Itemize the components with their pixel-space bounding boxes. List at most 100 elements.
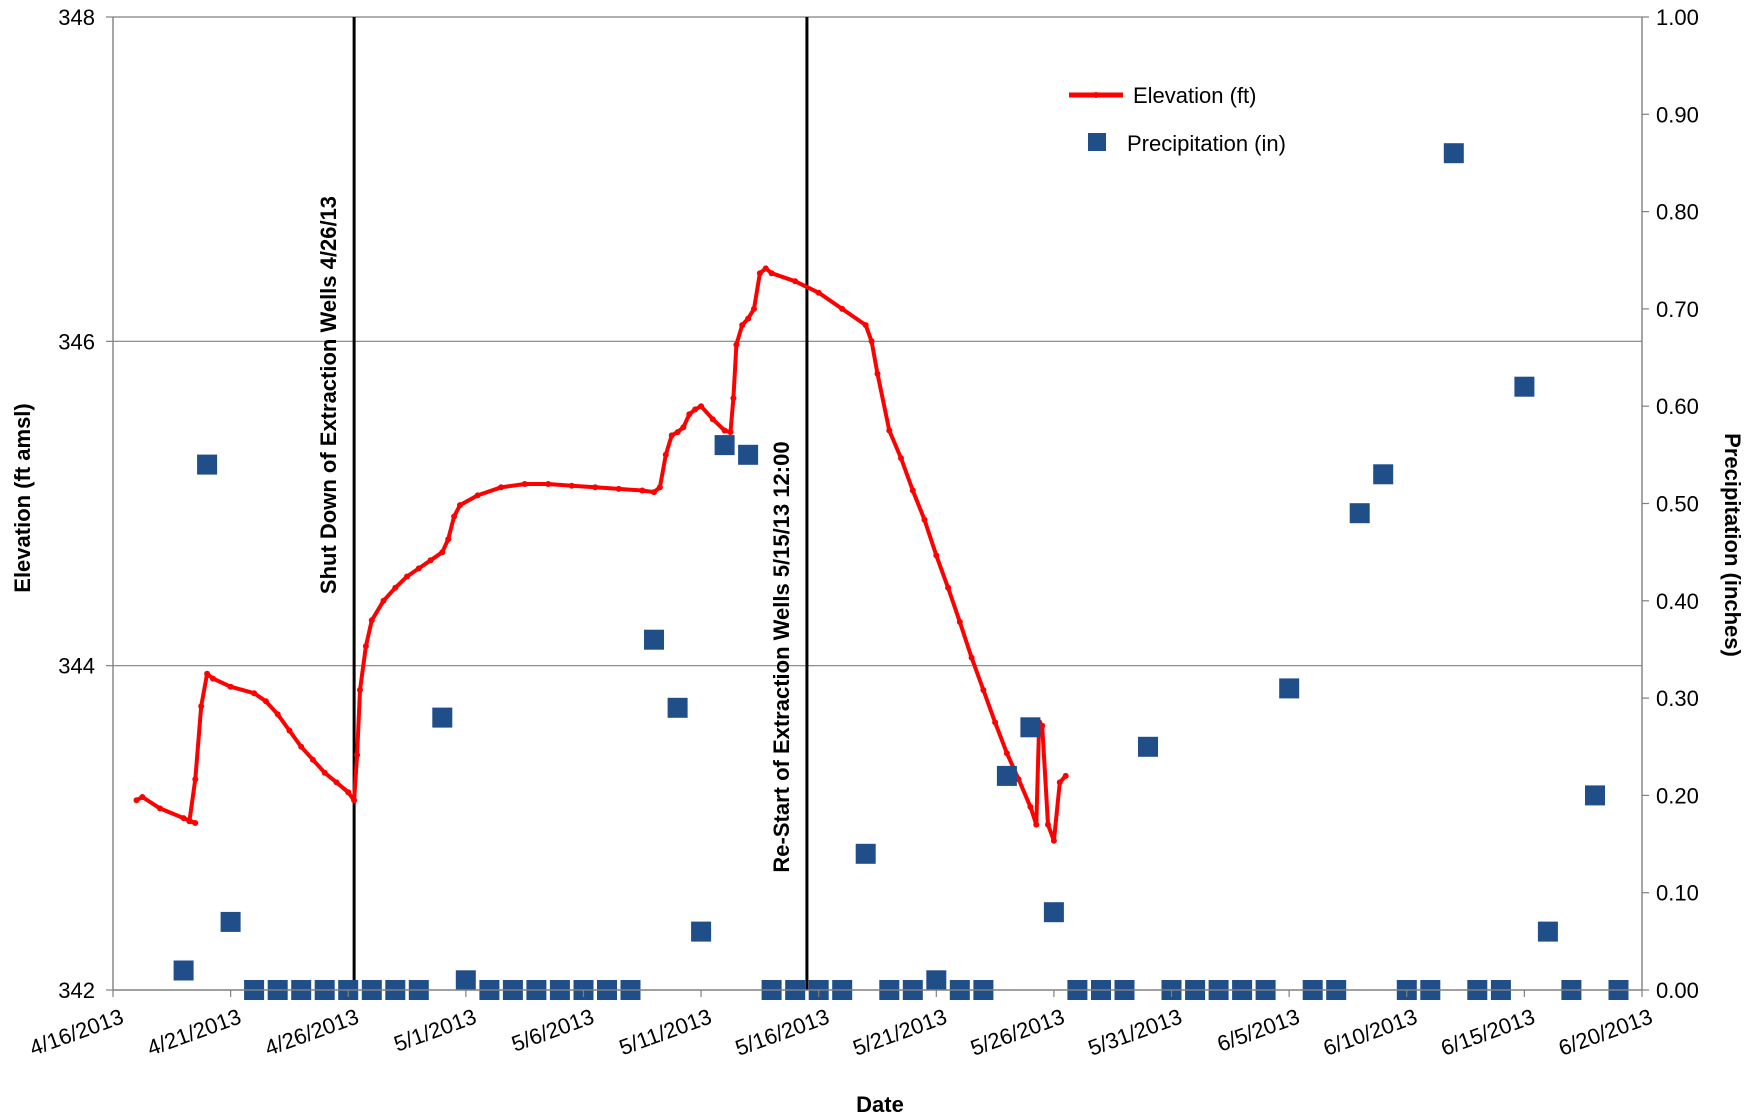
elevation-point xyxy=(815,289,822,296)
elevation-point xyxy=(751,305,757,312)
elevation-point xyxy=(333,779,340,786)
elevation-point xyxy=(674,429,681,436)
elevation-point xyxy=(274,711,281,718)
legend: Elevation (ft) Precipitation (in) xyxy=(1069,83,1286,156)
elevation-point xyxy=(354,751,361,758)
elevation-point xyxy=(909,487,916,494)
precipitation-point xyxy=(855,843,876,864)
elevation-point xyxy=(862,322,869,329)
elevation-point xyxy=(1027,803,1034,810)
elevation-point xyxy=(945,584,952,591)
y2-axis-title: Precipitation (inches) xyxy=(1720,433,1745,657)
x-tick-label: 5/6/2013 xyxy=(508,1004,597,1057)
precipitation-point xyxy=(1138,736,1158,757)
x-tick-label: 4/26/2013 xyxy=(261,1004,362,1061)
elevation-point xyxy=(792,278,799,285)
y2-tick-label: 0.40 xyxy=(1656,589,1699,614)
elevation-point xyxy=(192,776,199,783)
precipitation-point xyxy=(926,970,947,991)
elevation-point xyxy=(133,797,140,804)
elevation-point xyxy=(886,427,893,434)
elevation-point xyxy=(768,270,775,277)
legend-elevation-marker xyxy=(1093,92,1099,98)
legend-elevation-label: Elevation (ft) xyxy=(1133,83,1257,108)
precipitation-point xyxy=(432,707,453,728)
elevation-point xyxy=(139,794,146,800)
elevation-point xyxy=(157,805,163,812)
y2-tick-label: 0.20 xyxy=(1656,783,1699,808)
precipitation-point xyxy=(173,960,194,981)
y2-tick-label: 0.60 xyxy=(1656,394,1699,419)
elevation-point xyxy=(733,341,740,348)
elevation-point xyxy=(362,643,369,650)
y2-tick-label: 0.50 xyxy=(1656,492,1699,517)
elevation-point xyxy=(745,315,752,322)
elevation-point xyxy=(204,670,211,677)
x-tick-label: 4/21/2013 xyxy=(144,1004,245,1061)
precipitation-point xyxy=(714,435,735,456)
tick-labels: 342 344 346 348 0.00 0.10 0.20 0.30 0.40 0.50 0.60… xyxy=(26,5,1699,1061)
elevation-series xyxy=(133,265,1069,844)
x-tick-label: 5/21/2013 xyxy=(850,1004,951,1061)
elevation-point xyxy=(921,516,928,523)
elevation-point xyxy=(762,265,769,272)
elevation-point xyxy=(651,489,657,496)
elevation-point xyxy=(1056,779,1063,786)
elevation-point xyxy=(227,683,234,690)
elevation-point xyxy=(357,687,363,693)
elevation-point xyxy=(298,743,305,750)
x-tick-label: 5/11/2013 xyxy=(616,1004,715,1060)
elevation-point xyxy=(656,484,663,491)
elevation-point xyxy=(309,756,316,763)
elevation-point xyxy=(592,484,599,491)
x-tick-label: 6/15/2013 xyxy=(1438,1004,1539,1061)
precipitation-point xyxy=(1537,921,1558,942)
elevation-point xyxy=(457,502,463,509)
elevation-point xyxy=(992,719,999,726)
elevation-point xyxy=(1003,750,1010,757)
y-tick-label: 348 xyxy=(58,5,95,30)
elevation-point xyxy=(345,789,352,796)
precipitation-point xyxy=(1585,785,1605,806)
elevation-point xyxy=(727,429,734,436)
elevation-point xyxy=(709,416,716,423)
precipitation-point xyxy=(1443,143,1464,164)
precipitation-point xyxy=(691,921,712,942)
elevation-point xyxy=(698,403,705,410)
elevation-point xyxy=(210,675,216,682)
elevation-point xyxy=(321,769,328,776)
y-tick-label: 346 xyxy=(58,329,95,354)
elevation-point xyxy=(474,492,481,499)
precipitation-point xyxy=(220,911,241,932)
elevation-point xyxy=(415,565,422,572)
annotations: Shut Down of Extraction Wells 4/26/13 Re-… xyxy=(316,17,809,990)
y-tick-label: 342 xyxy=(58,978,95,1003)
precipitation-point xyxy=(1349,503,1370,524)
y2-tick-label: 0.00 xyxy=(1656,978,1699,1003)
elevation-point xyxy=(368,617,375,624)
x-tick-label: 5/31/2013 xyxy=(1085,1004,1186,1061)
precipitation-point xyxy=(455,970,476,991)
elevation-point xyxy=(439,549,446,556)
elevation-point xyxy=(445,536,452,543)
elevation-point xyxy=(427,557,434,564)
x-axis-title: Date xyxy=(856,1092,904,1117)
elevation-point xyxy=(839,305,846,312)
y2-tick-label: 0.70 xyxy=(1656,297,1699,322)
elevation-point xyxy=(392,584,399,591)
precipitation-point xyxy=(738,444,759,465)
elevation-point xyxy=(639,487,646,494)
elevation-point xyxy=(521,481,528,487)
elevation-point xyxy=(739,322,746,329)
elevation-point xyxy=(404,573,410,580)
precipitation-point xyxy=(1373,464,1394,485)
elevation-point xyxy=(380,597,387,604)
precipitation-point xyxy=(1043,902,1064,923)
elevation-point xyxy=(351,797,358,804)
elevation-line xyxy=(135,266,1068,843)
y2-tick-label: 0.10 xyxy=(1656,881,1699,906)
elevation-point xyxy=(662,451,669,458)
elevation-point xyxy=(968,654,975,661)
elevation-point xyxy=(1045,821,1051,828)
